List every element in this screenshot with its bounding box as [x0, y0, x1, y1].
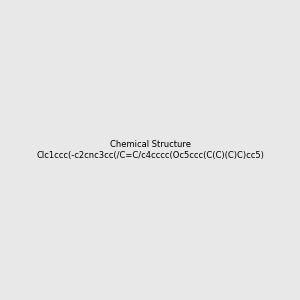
Text: Chemical Structure
Clc1ccc(-c2cnc3cc(/C=C/c4cccc(Oc5ccc(C(C)(C)C)cc5): Chemical Structure Clc1ccc(-c2cnc3cc(/C=… — [36, 140, 264, 160]
